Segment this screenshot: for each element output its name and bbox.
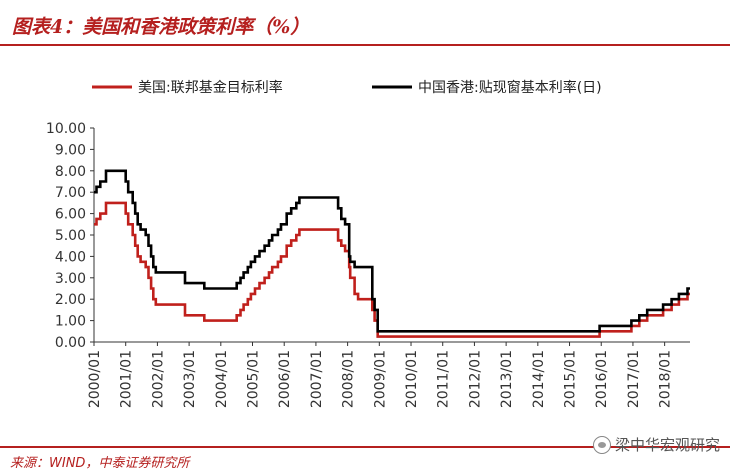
x-tick-label: 2009/01 — [372, 350, 388, 408]
footer-rule — [0, 446, 730, 448]
x-tick-label: 2018/01 — [658, 350, 674, 408]
x-tick-label: 2003/01 — [182, 350, 198, 408]
y-tick-label: 10.00 — [46, 121, 86, 137]
series-line-hk-base-rate — [94, 169, 690, 333]
x-tick-label: 2001/01 — [119, 350, 135, 408]
y-tick-label: 3.00 — [55, 271, 86, 287]
policy-rate-chart: 0.00 1.00 2.00 3.00 4.00 5.00 6.00 7.00 8.00 9.00… — [46, 79, 690, 408]
x-tick-label: 2010/01 — [404, 350, 420, 408]
y-tick-label: 1.00 — [55, 314, 86, 330]
x-tick-label: 2004/01 — [214, 350, 230, 408]
x-tick-label: 2014/01 — [531, 350, 547, 408]
title-rule — [0, 44, 730, 46]
y-tick-label: 4.00 — [55, 249, 86, 265]
x-tick-label: 2017/01 — [626, 350, 642, 408]
source-note: 来源：WIND，中泰证券研究所 — [10, 456, 190, 471]
y-tick-label: 0.00 — [55, 335, 86, 351]
watermark: 梁中华宏观研究 — [592, 434, 720, 455]
watermark-text: 梁中华宏观研究 — [614, 436, 720, 454]
series-line-us-fed-funds — [94, 201, 690, 338]
y-tick-label: 6.00 — [55, 207, 86, 223]
x-tick-label: 2005/01 — [246, 350, 262, 408]
x-tick-label: 2000/01 — [87, 350, 103, 408]
x-tick-label: 2011/01 — [436, 350, 452, 408]
x-tick-label: 2013/01 — [499, 350, 515, 408]
x-tick-label: 2006/01 — [277, 350, 293, 408]
legend-label-hk: 中国香港:贴现窗基本利率(日) — [418, 79, 602, 96]
figure-title: 图表4：美国和香港政策利率（%） — [12, 16, 310, 38]
x-tick-label: 2016/01 — [594, 350, 610, 408]
x-tick-label: 2012/01 — [467, 350, 483, 408]
x-tick-label: 2015/01 — [563, 350, 579, 408]
y-tick-label: 8.00 — [55, 164, 86, 180]
x-tick-label: 2008/01 — [341, 350, 357, 408]
x-tick-label: 2002/01 — [150, 350, 166, 408]
legend-label-us: 美国:联邦基金目标利率 — [138, 79, 283, 96]
wechat-icon — [592, 435, 611, 454]
y-tick-label: 9.00 — [55, 142, 86, 158]
x-tick-label: 2007/01 — [309, 350, 325, 408]
y-tick-label: 2.00 — [55, 292, 86, 308]
y-tick-label: 7.00 — [55, 185, 86, 201]
y-tick-label: 5.00 — [55, 228, 86, 244]
